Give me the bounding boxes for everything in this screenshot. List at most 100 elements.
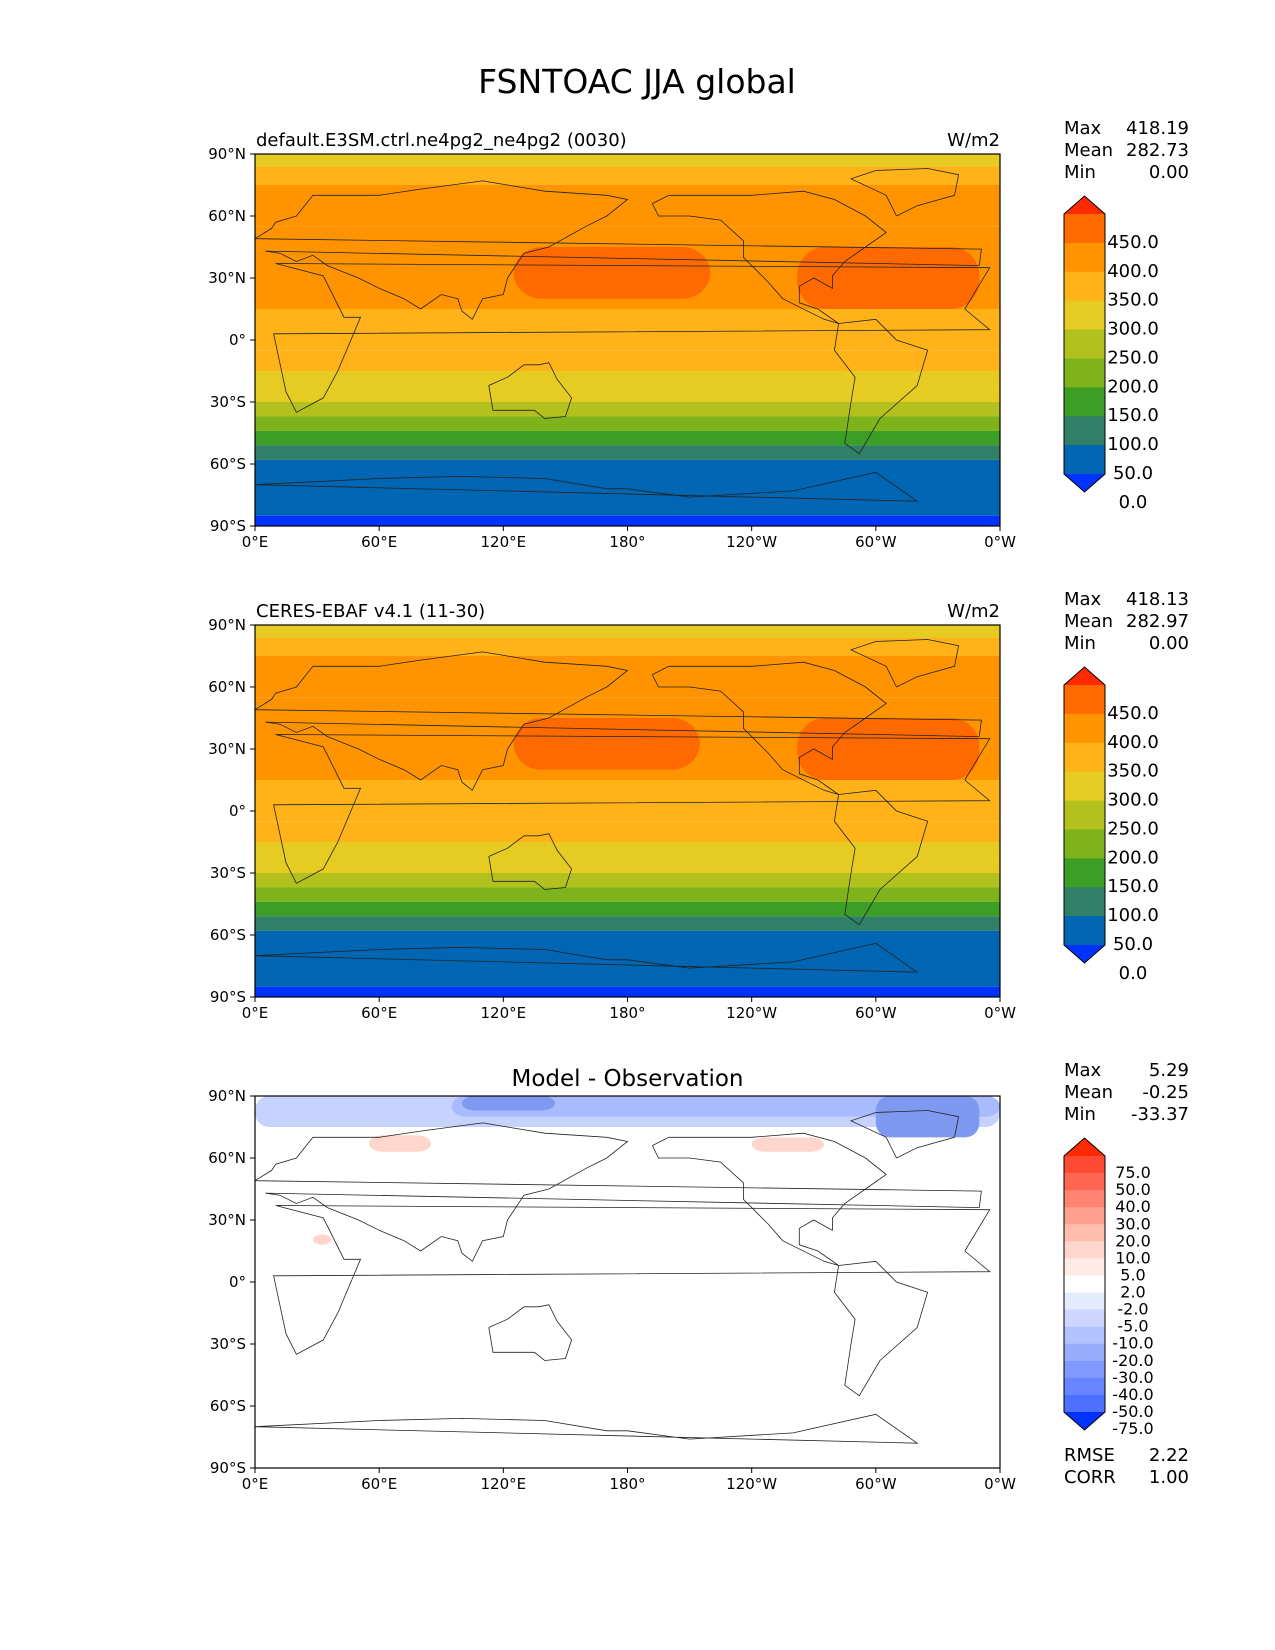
zonal-band bbox=[255, 856, 1000, 873]
zonal-band bbox=[255, 821, 1000, 842]
coastline bbox=[255, 180, 982, 320]
colorbar-label: 50.0 bbox=[1113, 934, 1153, 955]
colorbar-label: 250.0 bbox=[1107, 818, 1159, 839]
colorbar-swatch bbox=[1064, 771, 1105, 802]
x-tick-label: 120°W bbox=[726, 1475, 777, 1493]
corr-label: CORR bbox=[1064, 1467, 1116, 1488]
y-tick-label: 30°N bbox=[208, 1211, 246, 1229]
zonal-band bbox=[255, 166, 1000, 185]
colorbar-label: -30.0 bbox=[1112, 1368, 1153, 1387]
coastline bbox=[651, 661, 887, 795]
colorbar-swatch bbox=[1064, 1309, 1105, 1328]
x-tick-label: 120°E bbox=[481, 1475, 527, 1493]
panel-label-units: W/m2 bbox=[947, 130, 1000, 151]
stat-value: 282.73 bbox=[1126, 140, 1189, 161]
coastline bbox=[833, 789, 929, 926]
colorbar-label: 400.0 bbox=[1107, 261, 1159, 282]
zonal-band bbox=[255, 873, 1000, 888]
coastline bbox=[273, 734, 991, 884]
colorbar: 450.0 400.0 350.0 300.0 250.0 200.0 150.0 100.0… bbox=[1063, 195, 1159, 513]
y-tick-label: 30°S bbox=[210, 1335, 246, 1353]
stat-value: 0.00 bbox=[1149, 633, 1189, 654]
colorbar-swatch bbox=[1064, 916, 1105, 946]
colorbar-swatch bbox=[1064, 829, 1105, 859]
zonal-band bbox=[255, 625, 1000, 638]
anomaly-region bbox=[368, 1135, 431, 1152]
zonal-band bbox=[255, 916, 1000, 931]
x-tick-label: 0°W bbox=[984, 1475, 1016, 1493]
figure-title: FSNTOAC JJA global bbox=[478, 62, 796, 101]
zonal-band bbox=[255, 901, 1000, 917]
colorbar-label: -50.0 bbox=[1112, 1402, 1153, 1421]
colorbar-swatch bbox=[1064, 1173, 1105, 1191]
colorbar-label: 30.0 bbox=[1115, 1214, 1151, 1233]
zonal-band bbox=[255, 656, 1000, 698]
coastline bbox=[488, 833, 573, 890]
y-tick-label: 30°N bbox=[208, 269, 246, 287]
colorbar-swatch bbox=[1064, 242, 1105, 273]
colorbar-label: -10.0 bbox=[1112, 1334, 1153, 1353]
zonal-band bbox=[255, 887, 1000, 902]
map-field bbox=[255, 625, 1000, 997]
zonal-band bbox=[255, 515, 1000, 526]
anomaly-region bbox=[751, 1137, 825, 1152]
colorbar-swatch bbox=[1064, 1258, 1105, 1276]
panel-label-center: Model - Observation bbox=[511, 1066, 743, 1092]
x-tick-label: 60°E bbox=[361, 1004, 397, 1022]
stat-label: Mean bbox=[1064, 1082, 1113, 1103]
corr-value: 1.00 bbox=[1149, 1467, 1189, 1488]
zonal-band bbox=[255, 430, 1000, 446]
zonal-band bbox=[255, 371, 1000, 386]
high-region bbox=[797, 718, 980, 780]
colorbar-label: 450.0 bbox=[1107, 703, 1159, 724]
colorbar-swatch bbox=[1064, 1343, 1105, 1362]
colorbar-label: -2.0 bbox=[1117, 1300, 1148, 1319]
colorbar-label: 350.0 bbox=[1107, 290, 1159, 311]
y-tick-label: 60°N bbox=[208, 207, 246, 225]
colorbar-extend-min bbox=[1064, 1412, 1105, 1430]
coastline bbox=[833, 1260, 929, 1397]
colorbar-extend-max bbox=[1064, 196, 1105, 214]
coastline bbox=[849, 1110, 960, 1159]
colorbar-swatch bbox=[1064, 1207, 1105, 1225]
colorbar-label: 200.0 bbox=[1107, 847, 1159, 868]
stat-value: -33.37 bbox=[1131, 1104, 1189, 1125]
colorbar-label: -5.0 bbox=[1117, 1317, 1148, 1336]
coastline bbox=[255, 471, 919, 502]
colorbar-outline bbox=[1063, 1137, 1106, 1431]
y-tick-label: 60°N bbox=[208, 1149, 246, 1167]
colorbar-label: 10.0 bbox=[1115, 1248, 1151, 1267]
colorbar-extend-min bbox=[1064, 945, 1105, 963]
colorbar-swatch bbox=[1064, 858, 1105, 888]
colorbar-swatch bbox=[1064, 742, 1105, 773]
x-tick-label: 120°E bbox=[481, 533, 527, 551]
high-region bbox=[797, 247, 980, 309]
coastlines bbox=[255, 1110, 991, 1444]
map-field bbox=[255, 154, 1000, 526]
colorbar-label: 0.0 bbox=[1119, 492, 1148, 513]
colorbar-extend-max bbox=[1064, 1138, 1105, 1156]
y-tick-label: 90°N bbox=[208, 616, 246, 634]
colorbar-label: 5.0 bbox=[1120, 1265, 1145, 1284]
colorbar-label: 300.0 bbox=[1107, 790, 1159, 811]
x-tick-label: 60°W bbox=[855, 1004, 897, 1022]
stat-value: 0.00 bbox=[1149, 162, 1189, 183]
coastlines bbox=[255, 168, 991, 502]
colorbar-swatch bbox=[1064, 1156, 1105, 1174]
colorbar-label: 2.0 bbox=[1120, 1283, 1145, 1302]
stat-value: 282.97 bbox=[1126, 611, 1189, 632]
map-panel-1: 0°E 60°E 120°E 180° 120°W 60°W 0°W 90°N 60°N 30°N… bbox=[208, 118, 1189, 551]
coastline bbox=[849, 639, 960, 688]
coastline bbox=[255, 1413, 919, 1444]
y-tick-label: 60°S bbox=[210, 1397, 246, 1415]
zonal-band bbox=[255, 350, 1000, 371]
colorbar-swatch bbox=[1064, 1190, 1105, 1208]
coastline bbox=[651, 1132, 887, 1266]
stat-label: Min bbox=[1064, 162, 1096, 183]
zero-field bbox=[255, 1096, 1000, 1468]
map-panel-3: 0°E 60°E 120°E 180° 120°W 60°W 0°W 90°N 60°N 30°N… bbox=[208, 1060, 1189, 1493]
x-tick-label: 120°W bbox=[726, 533, 777, 551]
stat-value: -0.25 bbox=[1142, 1082, 1189, 1103]
colorbar-label: 250.0 bbox=[1107, 347, 1159, 368]
colorbar-swatch bbox=[1064, 387, 1105, 417]
